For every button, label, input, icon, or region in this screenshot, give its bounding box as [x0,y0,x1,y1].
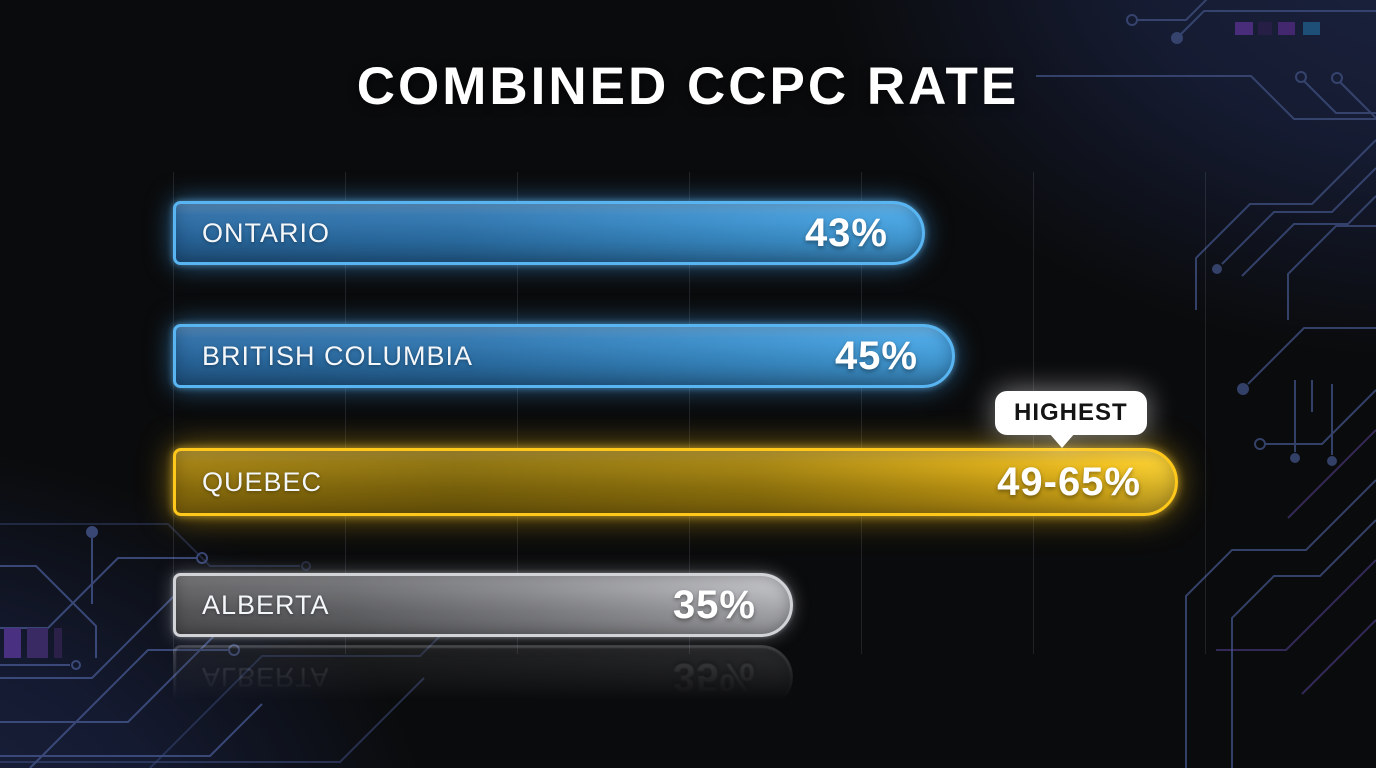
bar-value: 49-65% [997,459,1141,504]
bar-label: BRITISH COLUMBIA [202,340,474,371]
bar-label: ONTARIO [202,217,330,248]
bar-label: ALBERTA [202,589,330,620]
bar-value: 43% [804,210,888,255]
gridline [861,172,862,654]
page-title: COMBINED CCPC RATE [356,57,1020,116]
gridline [689,172,690,654]
bar-value: 35% [672,655,756,700]
gridline [345,172,346,654]
gridline [517,172,518,654]
bar-alberta-reflection: ALBERTA 35% [173,645,793,709]
gridline [173,172,174,654]
badge-pointer-tail [1049,433,1075,448]
highest-badge-label: HIGHEST [1014,399,1128,426]
bar-value: 45% [834,333,918,378]
bar-label: QUEBEC [202,466,323,497]
bar-british-columbia: BRITISH COLUMBIA 45% [173,324,955,388]
bar-value: 35% [672,582,756,627]
highest-badge: HIGHEST [995,391,1147,448]
gridline [1205,172,1206,654]
bar-alberta: ALBERTA 35% [173,573,793,637]
bar-quebec: QUEBEC 49-65% [173,448,1178,516]
bar-ontario: ONTARIO 43% [173,201,925,265]
bar-label: ALBERTA [202,662,330,693]
